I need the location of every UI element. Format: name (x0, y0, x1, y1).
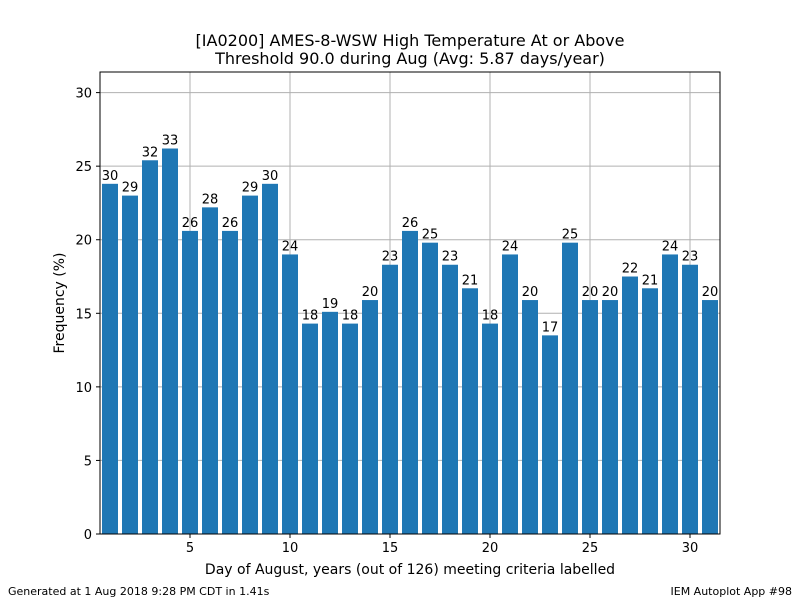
bar-day-31 (702, 300, 718, 534)
bar-day-4 (162, 148, 178, 534)
bar-day-21 (502, 254, 518, 534)
bar-label-day-22: 20 (522, 285, 539, 300)
bar-label-day-19: 21 (462, 273, 479, 288)
bar-label-day-9: 30 (262, 169, 279, 184)
x-tick-label: 5 (186, 541, 194, 556)
bar-day-3 (142, 160, 158, 534)
bar-label-day-23: 17 (542, 320, 559, 335)
x-tick-label: 10 (282, 541, 299, 556)
x-tick-label: 15 (382, 541, 399, 556)
generated-timestamp: Generated at 1 Aug 2018 9:28 PM CDT in 1… (8, 585, 270, 598)
bar-day-2 (122, 195, 138, 535)
bar-day-15 (382, 264, 398, 534)
bar-label-day-13: 18 (342, 309, 359, 324)
y-tick-label: 20 (75, 234, 92, 249)
bar-day-18 (442, 264, 458, 534)
bar-label-day-24: 25 (562, 228, 579, 243)
bar-label-day-10: 24 (282, 239, 299, 254)
bar-day-26 (602, 300, 618, 534)
bar-label-day-20: 18 (482, 309, 499, 324)
bar-day-9 (262, 183, 278, 534)
y-tick-label: 15 (75, 307, 92, 322)
bar-day-7 (222, 230, 238, 534)
bars (102, 148, 718, 535)
bar-day-24 (562, 242, 578, 534)
y-tick-label: 0 (84, 528, 92, 543)
x-tick-label: 20 (482, 541, 499, 556)
bar-label-day-21: 24 (502, 239, 519, 254)
bar-label-day-30: 23 (682, 250, 699, 265)
bar-label-day-14: 20 (362, 285, 379, 300)
bar-label-day-11: 18 (302, 309, 319, 324)
bar-day-13 (342, 323, 358, 534)
bar-day-16 (402, 230, 418, 534)
bar-label-day-1: 30 (102, 169, 119, 184)
plot-frame (99, 71, 721, 535)
x-tick-label: 30 (682, 541, 699, 556)
bar-label-day-16: 26 (402, 216, 419, 231)
bar-label-day-7: 26 (222, 216, 239, 231)
bar-label-day-26: 20 (602, 285, 619, 300)
x-tick-label: 25 (582, 541, 599, 556)
bar-label-day-17: 25 (422, 228, 439, 243)
x-axis-label: Day of August, years (out of 126) meetin… (205, 562, 615, 578)
app-credit: IEM Autoplot App #98 (670, 585, 793, 598)
bar-day-25 (582, 300, 598, 534)
bar-day-1 (102, 183, 118, 534)
chart-title-line-1: [IA0200] AMES-8-WSW High Temperature At … (196, 31, 625, 50)
bar-day-20 (482, 323, 498, 534)
bar-day-28 (642, 288, 658, 534)
bar-label-day-31: 20 (702, 285, 719, 300)
bar-day-11 (302, 323, 318, 534)
y-tick-label: 10 (75, 381, 92, 396)
chart-title-line-2: Threshold 90.0 during Aug (Avg: 5.87 day… (214, 49, 605, 68)
bar-label-day-25: 20 (582, 285, 599, 300)
bar-label-day-8: 29 (242, 181, 259, 196)
bar-day-6 (202, 207, 218, 535)
y-tick-label: 30 (75, 87, 92, 102)
bar-label-day-27: 22 (622, 262, 639, 277)
bar-label-day-18: 23 (442, 250, 459, 265)
bar-day-19 (462, 288, 478, 534)
bar-day-14 (362, 300, 378, 534)
y-axis-ticks: 0 5 10 15 20 25 30 (75, 87, 100, 543)
bar-day-27 (622, 276, 638, 534)
bar-label-day-3: 32 (142, 145, 159, 160)
bar-label-day-15: 23 (382, 250, 399, 265)
bar-label-day-28: 21 (642, 273, 659, 288)
y-tick-label: 25 (75, 160, 92, 175)
bar-day-10 (282, 254, 298, 534)
bar-label-day-6: 28 (202, 192, 219, 207)
bar-label-day-12: 19 (322, 297, 339, 312)
bar-labels: 3029323326282629302418191820232625232118… (102, 134, 719, 336)
bar-day-12 (322, 311, 338, 534)
y-tick-label: 5 (84, 454, 92, 469)
bar-day-23 (542, 335, 558, 534)
bar-day-30 (682, 264, 698, 534)
bar-label-day-4: 33 (162, 134, 179, 149)
bar-day-5 (182, 230, 198, 534)
bar-label-day-2: 29 (122, 181, 139, 196)
bar-day-17 (422, 242, 438, 534)
bar-day-8 (242, 195, 258, 535)
bar-day-29 (662, 254, 678, 534)
bar-label-day-5: 26 (182, 216, 199, 231)
bar-label-day-29: 24 (662, 239, 679, 254)
bar-day-22 (522, 300, 538, 534)
y-axis-label: Frequency (%) (52, 252, 68, 353)
x-axis-ticks: 5 10 15 20 25 30 (186, 534, 698, 556)
